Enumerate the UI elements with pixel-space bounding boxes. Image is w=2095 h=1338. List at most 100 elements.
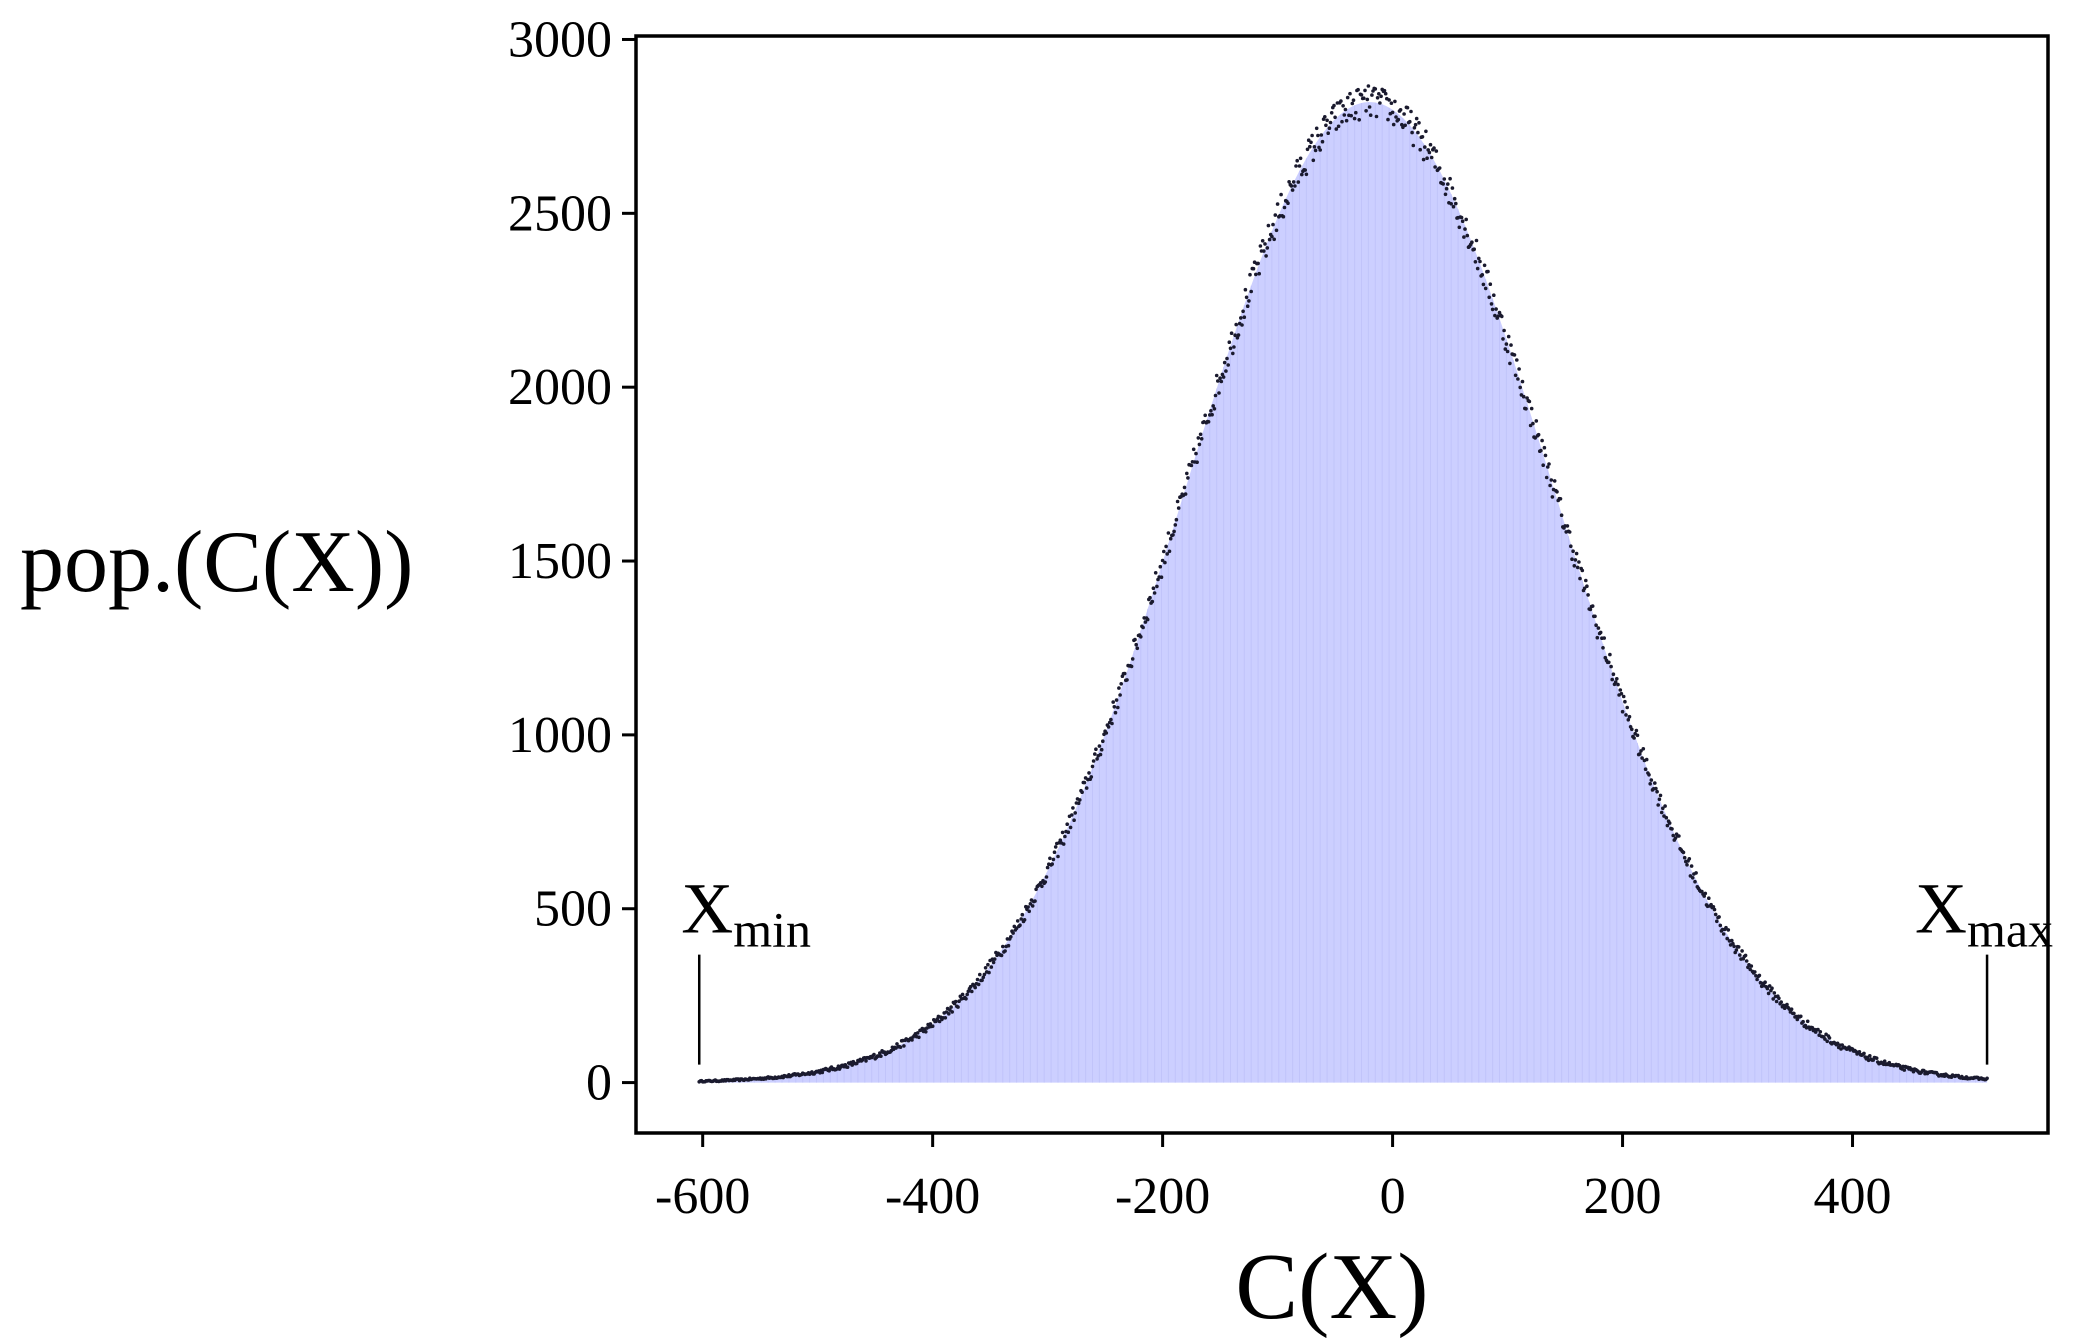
data-point [1607, 660, 1611, 665]
data-point [1625, 705, 1629, 710]
data-point [902, 1044, 906, 1048]
data-point [1148, 595, 1152, 600]
data-point [924, 1030, 928, 1034]
data-point [1501, 337, 1505, 341]
data-point [1712, 907, 1717, 912]
data-point [1677, 834, 1681, 838]
data-point [1711, 905, 1716, 909]
data-point [1601, 646, 1605, 650]
data-point [1189, 463, 1194, 468]
histogram-area [699, 102, 1988, 1083]
data-point [1569, 544, 1573, 548]
data-point [1682, 855, 1687, 860]
data-point [1608, 652, 1612, 657]
data-point [1262, 249, 1266, 253]
data-point [1621, 694, 1626, 699]
data-point [1743, 953, 1748, 958]
data-point [1061, 842, 1066, 846]
data-point [970, 989, 974, 994]
data-point [1227, 340, 1232, 345]
data-point [1119, 682, 1123, 686]
data-point [1425, 156, 1429, 160]
data-point [1805, 1019, 1810, 1024]
data-point [1483, 286, 1488, 291]
data-point [1464, 217, 1468, 222]
data-point [1770, 986, 1774, 990]
data-point [1186, 476, 1190, 480]
data-point [1334, 127, 1339, 131]
data-point [1362, 96, 1366, 100]
data-point [1442, 177, 1447, 181]
data-point [895, 1042, 899, 1046]
data-point [1304, 172, 1309, 177]
data-point [1740, 949, 1744, 953]
data-point [1175, 499, 1180, 504]
annotation-label: Xmax [1915, 869, 2053, 958]
data-point [1573, 558, 1578, 562]
data-point [879, 1054, 883, 1058]
histogram-fill [698, 102, 1988, 1083]
data-point [1265, 246, 1270, 250]
data-point [1801, 1019, 1805, 1024]
data-point [1396, 117, 1401, 122]
data-point [1093, 752, 1097, 756]
data-point [1460, 219, 1465, 223]
data-point [1487, 295, 1491, 300]
data-point [1632, 736, 1636, 740]
data-point [1379, 94, 1383, 99]
data-point [1374, 114, 1379, 119]
data-point [1364, 109, 1368, 113]
y-tick-label: 500 [534, 881, 612, 938]
data-point [820, 1070, 825, 1075]
data-point [986, 962, 990, 967]
data-point [1066, 830, 1071, 834]
data-point [1693, 879, 1697, 884]
data-point [1043, 880, 1048, 884]
data-point [1251, 266, 1256, 271]
data-point [1718, 923, 1723, 928]
data-point [1611, 672, 1616, 676]
data-point [1721, 932, 1726, 936]
data-point [1418, 147, 1422, 152]
data-point [1314, 126, 1319, 131]
data-point [1348, 91, 1352, 96]
data-point [915, 1031, 920, 1035]
data-point [1176, 506, 1181, 510]
data-point [1643, 767, 1648, 771]
data-point [1690, 876, 1695, 880]
data-point [1316, 133, 1320, 138]
data-point [864, 1059, 868, 1063]
data-point [1325, 118, 1329, 123]
data-point [1656, 803, 1660, 807]
data-point [1343, 107, 1348, 112]
data-point [1226, 363, 1230, 367]
data-point [1171, 533, 1175, 537]
data-point [1033, 899, 1037, 903]
data-point [1340, 119, 1344, 124]
data-point [1118, 693, 1122, 697]
data-point [1687, 857, 1692, 861]
data-point [1550, 495, 1555, 499]
data-point [1789, 1007, 1794, 1011]
data-point [1289, 184, 1294, 188]
data-point [1502, 328, 1506, 333]
data-point [1197, 442, 1202, 447]
x-tick-label: -600 [655, 1168, 750, 1225]
data-point [1297, 164, 1302, 168]
data-point [1555, 490, 1559, 494]
data-point [1324, 123, 1328, 128]
data-point [1109, 717, 1113, 722]
data-point [1509, 343, 1513, 347]
data-point [1011, 931, 1015, 935]
data-point [1575, 565, 1580, 570]
data-point [1547, 462, 1551, 466]
data-point [1222, 360, 1227, 365]
data-point [1296, 180, 1301, 184]
data-point [1627, 714, 1632, 719]
data-point [1549, 478, 1554, 482]
data-point [1110, 721, 1114, 726]
data-point [1655, 789, 1659, 794]
data-point [1429, 155, 1434, 160]
data-point [1766, 991, 1771, 996]
data-point [1027, 909, 1031, 914]
